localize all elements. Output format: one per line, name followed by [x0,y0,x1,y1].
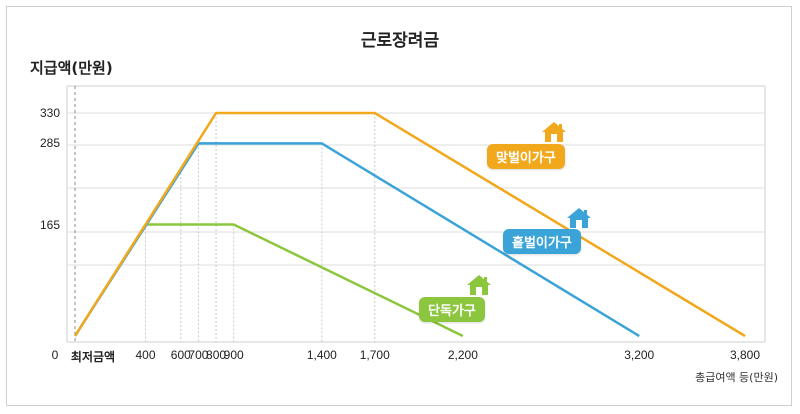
x-tick-label: 900 [223,348,244,362]
chart-title: 근로장려금 [360,31,440,51]
x-tick-label: 1,700 [359,348,390,362]
house-icon [542,122,566,142]
legend-badge: 단독가구 [419,297,485,322]
y-axis-label: 지급액(만원) [30,59,113,77]
x-axis-label: 총급여액 등(만원) [695,371,778,384]
x-tick-label: 3,200 [624,348,655,362]
y-tick-label: 330 [40,106,61,120]
house-icon [467,275,491,295]
x-tick-label: 400 [135,348,156,362]
x-tick-label: 600 [170,348,191,362]
x-tick-label: 최저금액 [70,350,116,364]
legend-badge: 맞벌이가구 [487,144,565,169]
y-tick-label: 165 [40,217,61,232]
x-tick-label: 1,400 [306,348,337,362]
legend-badge: 홑벌이가구 [503,229,581,254]
series-line-dual [73,111,746,338]
house-icon [567,208,591,228]
x-tick-label: 800 [206,348,227,362]
x-tick-label: 2,200 [447,348,478,362]
x-tick-label: 3,800 [729,348,761,362]
plot-area [66,85,766,343]
y-tick-label: 285 [40,136,61,151]
x-tick-label: 0 [51,348,59,362]
x-tick-label: 700 [188,348,209,362]
